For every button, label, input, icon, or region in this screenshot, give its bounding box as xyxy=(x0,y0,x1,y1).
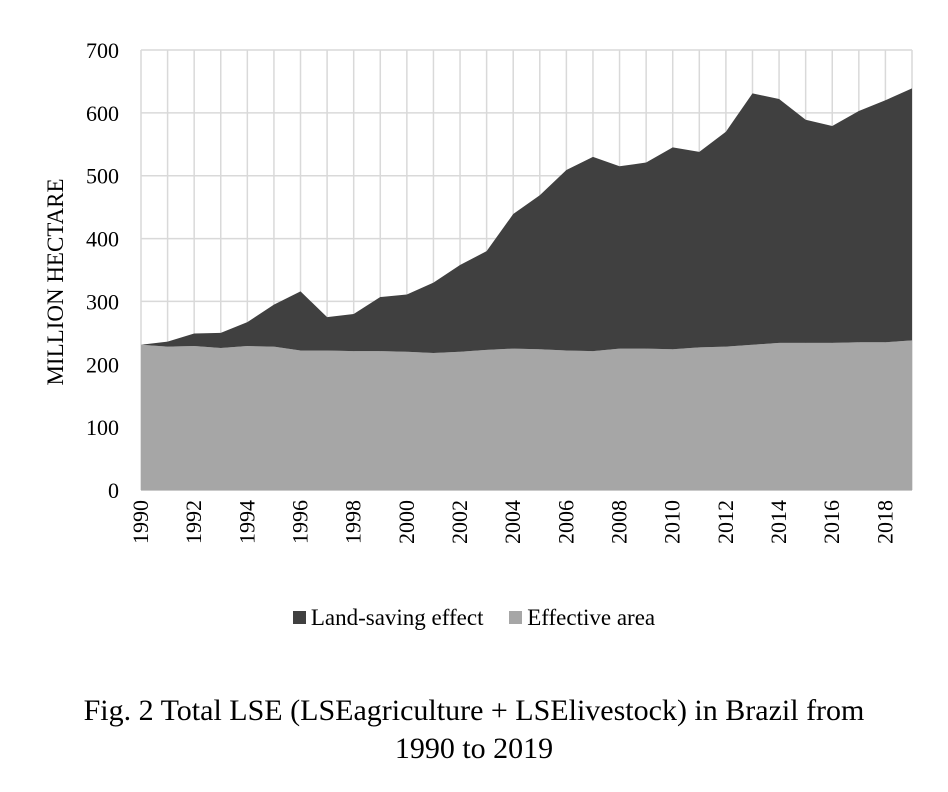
caption-line-2: 1990 to 2019 xyxy=(394,732,554,765)
y-tick-label-700: 700 xyxy=(86,38,119,63)
x-tick-label-2002: 2002 xyxy=(447,500,472,544)
x-tick-label-2008: 2008 xyxy=(607,500,632,544)
y-tick-label-200: 200 xyxy=(86,352,119,377)
area-land-saving-effect xyxy=(141,88,912,353)
legend-label-land-saving-effect: Land-saving effect xyxy=(310,604,484,630)
area-effective-area xyxy=(141,340,912,490)
y-axis-title: MILLION HECTARE xyxy=(43,178,68,385)
legend-item-land-saving-effect: Land-saving effect xyxy=(292,604,484,631)
series-areas xyxy=(141,88,912,490)
caption-line-1: Fig. 2 Total LSE (LSEagriculture + LSEli… xyxy=(83,694,865,727)
y-tick-label-100: 100 xyxy=(86,415,119,440)
x-tick-label-2012: 2012 xyxy=(713,500,738,544)
x-tick-label-2016: 2016 xyxy=(819,500,844,544)
legend-item-effective-area: Effective area xyxy=(509,605,655,631)
x-tick-label-2018: 2018 xyxy=(872,500,897,544)
x-tick-label-1994: 1994 xyxy=(234,500,259,544)
y-axis-tick-labels: 0 100 200 300 400 500 600 700 xyxy=(86,38,119,503)
y-tick-label-300: 300 xyxy=(86,289,119,314)
x-tick-label-1998: 1998 xyxy=(341,500,366,544)
x-tick-label-2004: 2004 xyxy=(500,500,525,544)
legend-swatch-land-saving-effect xyxy=(292,611,306,624)
figure-caption: Fig. 2 Total LSE (LSEagriculture + LSEli… xyxy=(0,692,948,768)
y-tick-label-400: 400 xyxy=(86,227,119,252)
x-tick-label-1992: 1992 xyxy=(181,500,206,544)
x-tick-label-2006: 2006 xyxy=(553,500,578,544)
legend-label-effective-area: Effective area xyxy=(527,604,656,630)
y-tick-label-600: 600 xyxy=(86,101,119,126)
y-tick-label-0: 0 xyxy=(108,478,119,503)
x-tick-label-2010: 2010 xyxy=(660,500,685,544)
x-tick-label-1990: 1990 xyxy=(128,500,153,544)
x-tick-label-2000: 2000 xyxy=(394,500,419,544)
legend: Land-saving effect Effective area xyxy=(0,604,948,631)
y-tick-label-500: 500 xyxy=(86,164,119,189)
legend-swatch-effective-area xyxy=(509,611,523,624)
x-axis-tick-labels: 1990 1992 1994 1996 1998 2000 2002 2004 2006 2008… xyxy=(128,500,897,544)
x-tick-label-2014: 2014 xyxy=(766,500,791,544)
x-tick-label-1996: 1996 xyxy=(288,500,313,544)
